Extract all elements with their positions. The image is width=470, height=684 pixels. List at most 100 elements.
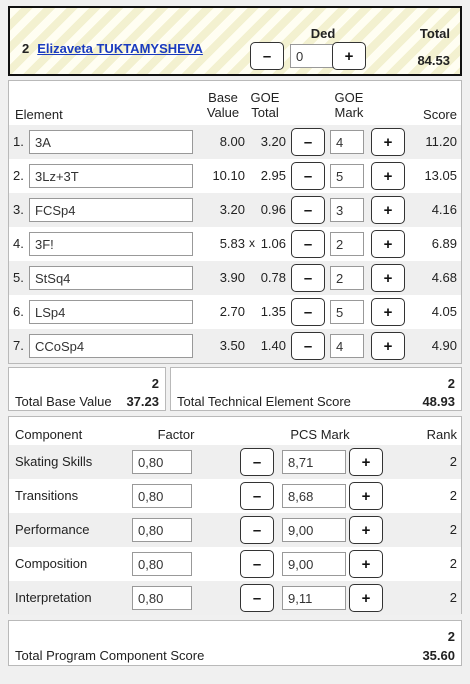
goe-decrement-button[interactable]: –	[291, 162, 325, 190]
element-code-input[interactable]: FCSp4	[29, 198, 193, 222]
component-rank: 2	[449, 488, 457, 503]
element-score: 13.05	[424, 168, 457, 183]
pcs-mark-input[interactable]: 9,11	[282, 586, 346, 610]
pcs-mark-input[interactable]: 8,71	[282, 450, 346, 474]
element-goe-total: 1.35	[260, 304, 286, 319]
goe-mark-input[interactable]: 4	[330, 334, 364, 358]
base-value-count: 2	[151, 376, 159, 391]
total-value: 84.53	[417, 53, 450, 68]
col-element: Element	[15, 107, 63, 122]
goe-mark-input[interactable]: 4	[330, 130, 364, 154]
col-component: Component	[15, 427, 83, 442]
goe-increment-button[interactable]: +	[371, 230, 405, 258]
element-bonus-marker: x	[249, 236, 255, 250]
component-rank: 2	[449, 454, 457, 469]
deduction-input[interactable]: 0	[290, 44, 336, 68]
pcs-decrement-button[interactable]: –	[240, 482, 274, 510]
element-row: 6. LSp4 2.70 1.35–5 +4.05	[9, 295, 461, 329]
element-score: 4.16	[431, 202, 457, 217]
element-number: 3.	[13, 202, 24, 217]
component-factor-input[interactable]: 0,80	[132, 586, 192, 610]
tes-count: 2	[447, 376, 455, 391]
element-score: 6.89	[431, 236, 457, 251]
pcs-total: 35.60	[422, 648, 455, 663]
col-pcs-mark: PCS Mark	[290, 427, 350, 442]
base-value-total: 37.23	[126, 394, 159, 409]
element-code-input[interactable]: CCoSp4	[29, 334, 193, 358]
goe-decrement-button[interactable]: –	[291, 128, 325, 156]
goe-decrement-button[interactable]: –	[291, 196, 325, 224]
col-factor: Factor	[157, 427, 195, 442]
goe-decrement-button[interactable]: –	[291, 264, 325, 292]
element-goe-total: 0.78	[260, 270, 286, 285]
deduction-decrement-button[interactable]: –	[250, 42, 284, 70]
component-row: Composition 0,80 –9,00 +2	[9, 547, 461, 581]
component-name: Interpretation	[15, 590, 92, 605]
component-factor-input[interactable]: 0,80	[132, 518, 192, 542]
elements-panel: Element Base Value GOE Total GOE Mark Score…	[8, 80, 462, 364]
goe-mark-input[interactable]: 5	[330, 164, 364, 188]
component-rank: 2	[449, 556, 457, 571]
goe-increment-button[interactable]: +	[371, 196, 405, 224]
total-label: Total	[419, 26, 450, 41]
element-base-value: 5.83	[219, 236, 245, 251]
component-rank: 2	[449, 522, 457, 537]
total-base-value-panel: 2 Total Base Value 37.23	[8, 367, 166, 411]
element-code-input[interactable]: 3A	[29, 130, 193, 154]
total-tes-panel: 2 Total Technical Element Score 48.93	[170, 367, 462, 411]
col-rank: Rank	[426, 427, 457, 442]
element-code-input[interactable]: LSp4	[29, 300, 193, 324]
pcs-mark-input[interactable]: 9,00	[282, 552, 346, 576]
goe-increment-button[interactable]: +	[371, 128, 405, 156]
element-base-value: 3.20	[219, 202, 245, 217]
pcs-mark-input[interactable]: 9,00	[282, 518, 346, 542]
goe-decrement-button[interactable]: –	[291, 230, 325, 258]
skater-name-link[interactable]: Elizaveta TUKTAMYSHEVA	[37, 41, 203, 56]
pcs-increment-button[interactable]: +	[349, 448, 383, 476]
goe-increment-button[interactable]: +	[371, 162, 405, 190]
element-row: 4. 3F! 5.83 x 1.06–2 +6.89	[9, 227, 461, 261]
element-code-input[interactable]: 3F!	[29, 232, 193, 256]
goe-mark-input[interactable]: 2	[330, 232, 364, 256]
pcs-increment-button[interactable]: +	[349, 584, 383, 612]
pcs-count: 2	[447, 629, 455, 644]
goe-increment-button[interactable]: +	[371, 332, 405, 360]
goe-increment-button[interactable]: +	[371, 264, 405, 292]
goe-increment-button[interactable]: +	[371, 298, 405, 326]
goe-decrement-button[interactable]: –	[291, 332, 325, 360]
goe-mark-input[interactable]: 3	[330, 198, 364, 222]
pcs-increment-button[interactable]: +	[349, 550, 383, 578]
pcs-decrement-button[interactable]: –	[240, 584, 274, 612]
element-goe-total: 0.96	[260, 202, 286, 217]
pcs-decrement-button[interactable]: –	[240, 516, 274, 544]
component-factor-input[interactable]: 0,80	[132, 552, 192, 576]
pcs-decrement-button[interactable]: –	[240, 550, 274, 578]
element-row: 7. CCoSp4 3.50 1.40–4 +4.90	[9, 329, 461, 363]
element-score: 4.90	[431, 338, 457, 353]
base-value-label: Total Base Value	[15, 394, 112, 409]
pcs-increment-button[interactable]: +	[349, 482, 383, 510]
element-goe-total: 2.95	[260, 168, 286, 183]
goe-mark-input[interactable]: 5	[330, 300, 364, 324]
pcs-decrement-button[interactable]: –	[240, 448, 274, 476]
element-base-value: 10.10	[212, 168, 245, 183]
component-factor-input[interactable]: 0,80	[132, 450, 192, 474]
element-number: 5.	[13, 270, 24, 285]
goe-mark-input[interactable]: 2	[330, 266, 364, 290]
pcs-mark-input[interactable]: 8,68	[282, 484, 346, 508]
element-base-value: 3.50	[219, 338, 245, 353]
element-goe-total: 1.06	[260, 236, 286, 251]
element-code-input[interactable]: StSq4	[29, 266, 193, 290]
goe-decrement-button[interactable]: –	[291, 298, 325, 326]
element-score: 4.68	[431, 270, 457, 285]
col-score: Score	[423, 107, 457, 122]
element-goe-total: 3.20	[260, 134, 286, 149]
component-factor-input[interactable]: 0,80	[132, 484, 192, 508]
total-pcs-panel: 2 Total Program Component Score 35.60	[8, 620, 462, 666]
pcs-increment-button[interactable]: +	[349, 516, 383, 544]
element-number: 2.	[13, 168, 24, 183]
deduction-increment-button[interactable]: +	[332, 42, 366, 70]
element-base-value: 3.90	[219, 270, 245, 285]
component-name: Composition	[15, 556, 88, 571]
element-code-input[interactable]: 3Lz+3T	[29, 164, 193, 188]
